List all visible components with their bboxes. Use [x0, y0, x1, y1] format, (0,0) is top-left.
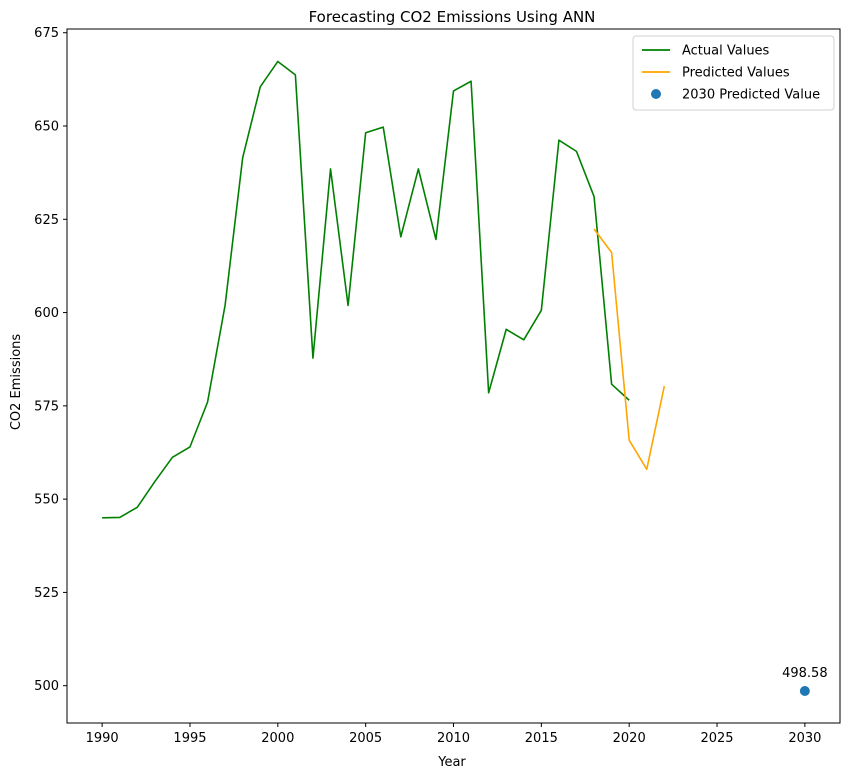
- y-axis-label: CO2 Emissions: [9, 334, 24, 431]
- plot-frame: [66, 28, 841, 724]
- series-line-actual-values: [102, 60, 630, 519]
- x-axis-label: Year: [437, 755, 466, 770]
- axis-ticks: 1990 1995 2000 2005 2010 2015 2020 2025 2030 500 5…: [34, 26, 821, 746]
- data-label: 498.58: [782, 666, 828, 681]
- scatter-point-2030-predicted-value: [799, 685, 810, 696]
- y-tick-label: 675: [34, 26, 59, 41]
- x-tick-label: 2010: [437, 731, 470, 746]
- x-tick-label: 2025: [700, 731, 733, 746]
- x-tick-label: 1995: [173, 731, 206, 746]
- y-tick-label: 525: [34, 586, 59, 601]
- data-marks: 498.58: [102, 60, 828, 696]
- legend-box: [632, 35, 835, 111]
- series-line-predicted-values: [593, 228, 666, 471]
- x-tick-label: 2020: [613, 731, 646, 746]
- legend-label: Predicted Values: [682, 66, 790, 81]
- x-tick-label: 2005: [349, 731, 382, 746]
- y-tick-label: 600: [34, 306, 59, 321]
- y-tick-label: 625: [34, 213, 59, 228]
- y-tick-label: 550: [34, 493, 59, 508]
- y-tick-label: 575: [34, 399, 59, 414]
- x-tick-label: 1990: [86, 731, 119, 746]
- x-tick-label: 2015: [525, 731, 558, 746]
- y-tick-label: 500: [34, 679, 59, 694]
- legend-label: 2030 Predicted Value: [682, 88, 820, 103]
- y-tick-label: 650: [34, 120, 59, 135]
- chart-title: Forecasting CO2 Emissions Using ANN: [309, 8, 596, 26]
- x-tick-label: 2000: [261, 731, 294, 746]
- legend: Actual Values Predicted Values 2030 Predic…: [632, 35, 835, 111]
- x-tick-label: 2030: [788, 731, 821, 746]
- legend-label: Actual Values: [682, 44, 770, 59]
- legend-swatch-marker: [651, 89, 661, 99]
